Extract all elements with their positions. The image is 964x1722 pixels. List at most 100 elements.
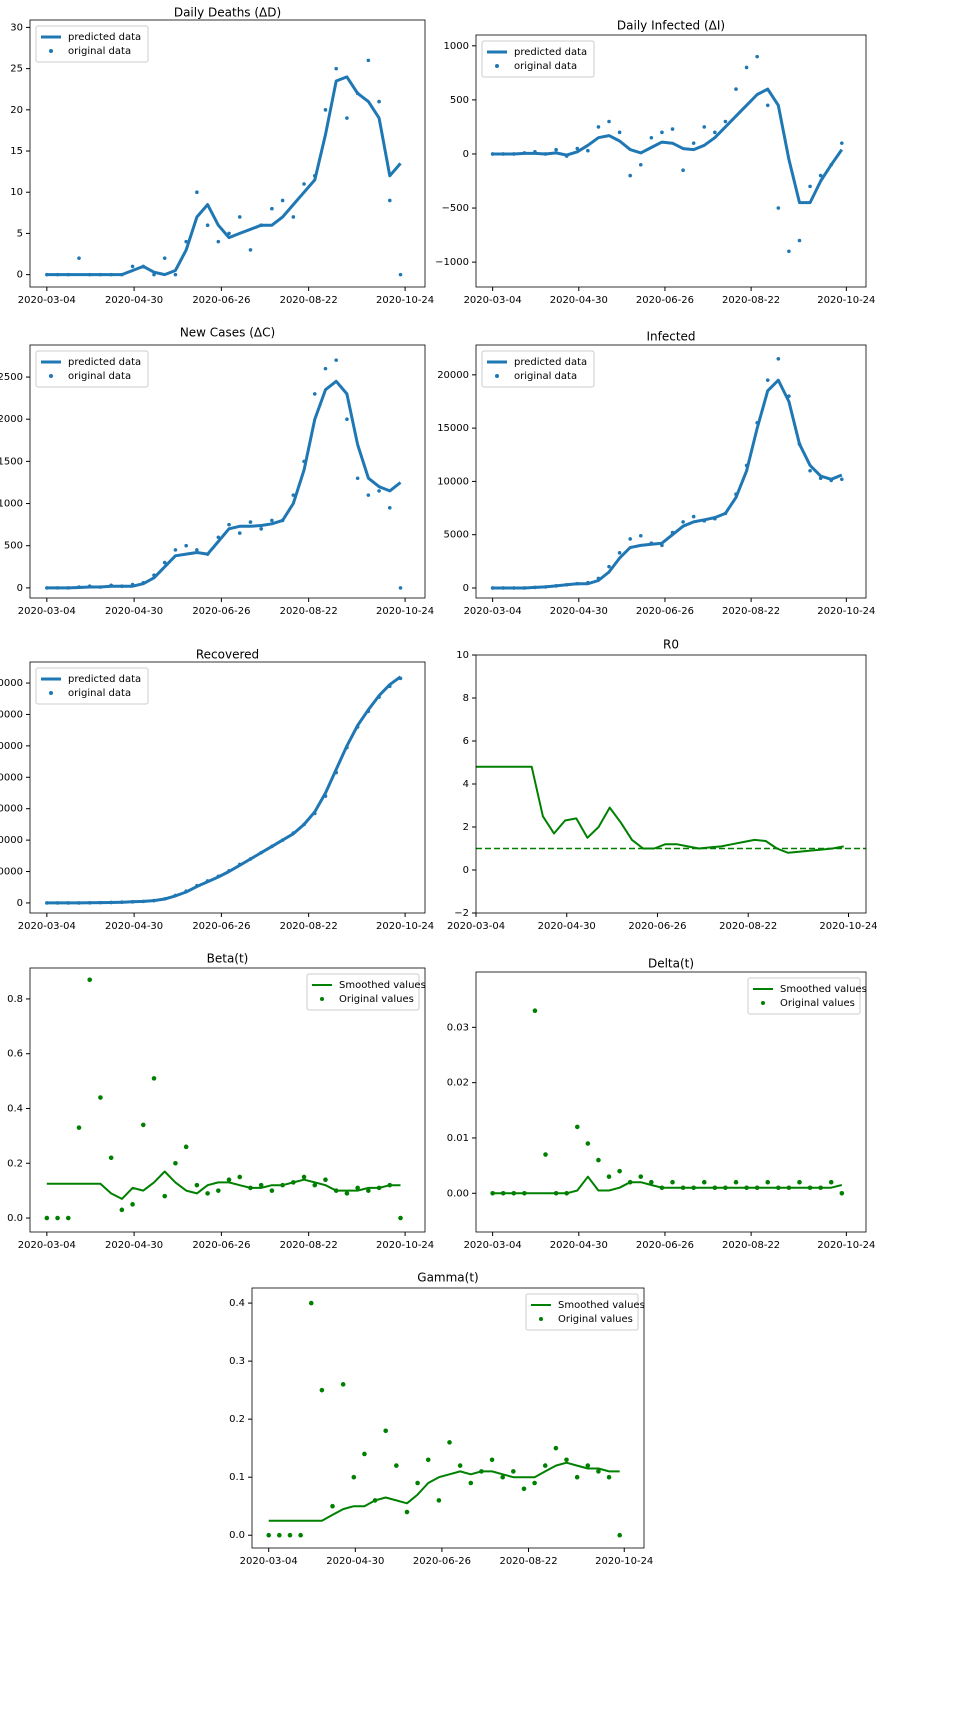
data-point (109, 272, 113, 277)
x-tick-label: 2020-06-26 (628, 921, 686, 932)
data-point (787, 394, 791, 398)
data-point (66, 586, 71, 590)
data-point (500, 1474, 505, 1480)
data-point (839, 1190, 845, 1196)
data-point (607, 564, 611, 569)
data-line (46, 1170, 401, 1200)
data-point (291, 215, 296, 219)
y-tick-label: 30 (10, 22, 23, 33)
y-tick-label: 60000 (0, 804, 23, 815)
y-tick-label: 0.02 (447, 1078, 469, 1089)
data-point (532, 1480, 537, 1486)
y-tick-label: 0 (463, 149, 469, 160)
data-point (355, 725, 360, 729)
x-tick-label: 2020-04-30 (550, 1240, 608, 1251)
chart: New Cases (ΔC) 0 500 1000 1500 2000 2500 2020-0… (0, 326, 434, 618)
data-point (184, 889, 188, 893)
y-tick-label: 25 (10, 64, 23, 75)
y-tick-label: 0 (463, 583, 469, 594)
data-point (490, 152, 495, 156)
plot-area (490, 357, 844, 590)
data-point (280, 518, 285, 523)
data-point (130, 264, 135, 269)
data-point (691, 141, 696, 145)
x-tick-label: 2020-08-22 (722, 1240, 780, 1251)
x-tick-label: 2020-03-04 (18, 606, 76, 617)
data-point (205, 223, 210, 227)
data-point (500, 1190, 506, 1196)
data-point (334, 358, 339, 362)
data-point (586, 580, 590, 585)
data-point (734, 87, 738, 91)
y-tick-label: 0.01 (447, 1133, 469, 1144)
axes-frame (475, 34, 867, 288)
data-point (522, 586, 527, 590)
data-point (194, 1182, 200, 1188)
data-point (543, 585, 548, 589)
x-tick-label: 2020-06-26 (413, 1556, 471, 1567)
data-point (44, 1215, 50, 1221)
data-point (829, 162, 834, 167)
data-point (574, 1124, 580, 1130)
data-point (173, 548, 178, 552)
data-point (660, 130, 664, 135)
legend-box (525, 1293, 639, 1331)
data-point (66, 272, 71, 277)
data-point (808, 184, 812, 189)
chart: Infected 0 5000 10000 15000 20000 2020-03-04 20… (437, 330, 875, 618)
chart: Recovered 0 20000 40000 60000 80000 100000 1200… (0, 648, 434, 933)
data-point (754, 1185, 760, 1191)
data-line (46, 379, 402, 590)
x-tick-label: 2020-04-30 (105, 921, 163, 932)
legend-label: predicted data (68, 32, 141, 43)
data-point (511, 1469, 516, 1474)
data-point (227, 522, 231, 527)
x-tick-label: 2020-08-22 (499, 1556, 557, 1567)
data-point (398, 586, 403, 590)
chart: Daily Infected (ΔI) −1000 −500 0 500 1000 2020… (435, 19, 875, 307)
chart-title: Recovered (196, 648, 259, 662)
data-point (237, 215, 242, 219)
data-point (585, 1141, 591, 1146)
data-point (162, 256, 167, 260)
chart: R0 −2 0 2 4 6 8 10 2020-03-04 2020-04-30 2020-06-2… (447, 638, 878, 933)
axes-frame (29, 19, 426, 288)
data-point (398, 272, 403, 277)
data-point (323, 366, 328, 371)
x-tick-label: 2020-06-26 (636, 295, 694, 306)
data-line (492, 1175, 843, 1195)
data-point (818, 476, 823, 481)
x-tick-label: 2020-03-04 (18, 921, 76, 932)
y-tick-label: 500 (4, 541, 23, 552)
legend-label: original data (68, 46, 131, 57)
data-point (334, 770, 339, 775)
legend-swatch (49, 49, 53, 53)
data-point (345, 745, 349, 750)
data-point (490, 1190, 495, 1196)
data-point (302, 459, 306, 464)
y-tick-label: 0.0 (229, 1530, 245, 1541)
data-point (195, 190, 199, 195)
data-point (415, 1480, 420, 1486)
data-point (269, 1188, 275, 1193)
x-tick-label: 2020-03-04 (18, 295, 76, 306)
data-point (607, 119, 611, 124)
data-point (574, 1474, 580, 1480)
data-point (270, 518, 274, 523)
y-tick-label: 0 (17, 898, 23, 909)
data-point (345, 417, 349, 422)
data-point (77, 585, 81, 589)
plot-area (45, 358, 403, 590)
data-point (173, 272, 178, 277)
data-point (345, 116, 349, 120)
data-point (638, 162, 643, 167)
data-point (141, 581, 146, 585)
data-point (649, 1179, 654, 1185)
data-point (596, 576, 601, 581)
data-point (404, 1509, 410, 1515)
data-point (87, 584, 92, 588)
data-point (712, 1185, 718, 1191)
data-point (765, 378, 770, 382)
data-point (596, 1469, 601, 1474)
axes-frame (29, 661, 426, 914)
